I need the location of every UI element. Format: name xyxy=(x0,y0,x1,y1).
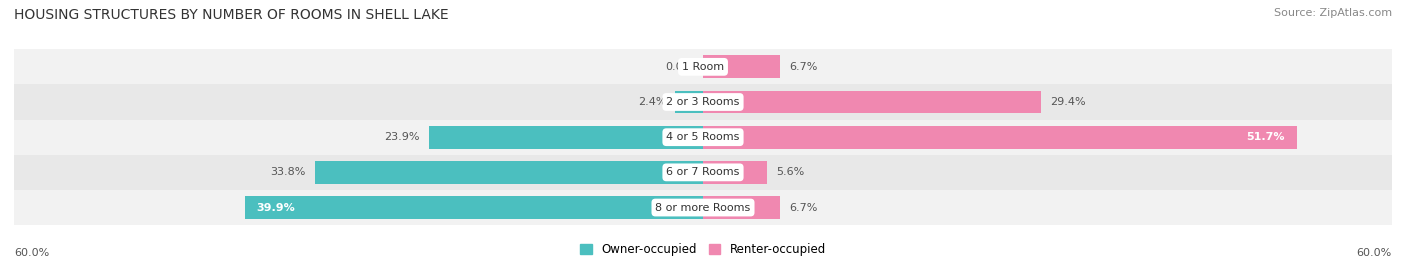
Text: HOUSING STRUCTURES BY NUMBER OF ROOMS IN SHELL LAKE: HOUSING STRUCTURES BY NUMBER OF ROOMS IN… xyxy=(14,8,449,22)
Legend: Owner-occupied, Renter-occupied: Owner-occupied, Renter-occupied xyxy=(575,238,831,260)
Bar xyxy=(703,91,1040,114)
Text: 8 or more Rooms: 8 or more Rooms xyxy=(655,203,751,213)
Text: 39.9%: 39.9% xyxy=(256,203,295,213)
Text: 51.7%: 51.7% xyxy=(1247,132,1285,142)
Text: 29.4%: 29.4% xyxy=(1050,97,1085,107)
Bar xyxy=(245,196,703,219)
Text: 1 Room: 1 Room xyxy=(682,62,724,72)
Bar xyxy=(703,196,780,219)
Text: 60.0%: 60.0% xyxy=(14,248,49,258)
Bar xyxy=(14,49,1392,84)
Bar xyxy=(703,55,780,78)
Text: 23.9%: 23.9% xyxy=(384,132,419,142)
Text: 4 or 5 Rooms: 4 or 5 Rooms xyxy=(666,132,740,142)
Text: 60.0%: 60.0% xyxy=(1357,248,1392,258)
Text: 5.6%: 5.6% xyxy=(776,167,804,177)
Text: 6.7%: 6.7% xyxy=(789,62,817,72)
Bar xyxy=(703,161,768,184)
Bar xyxy=(315,161,703,184)
Text: 33.8%: 33.8% xyxy=(270,167,305,177)
Bar xyxy=(429,126,703,148)
Bar xyxy=(14,120,1392,155)
Text: Source: ZipAtlas.com: Source: ZipAtlas.com xyxy=(1274,8,1392,18)
Bar xyxy=(14,190,1392,225)
Bar xyxy=(14,84,1392,120)
Bar xyxy=(14,155,1392,190)
Text: 2 or 3 Rooms: 2 or 3 Rooms xyxy=(666,97,740,107)
Bar xyxy=(703,126,1296,148)
Bar xyxy=(675,91,703,114)
Text: 6.7%: 6.7% xyxy=(789,203,817,213)
Text: 6 or 7 Rooms: 6 or 7 Rooms xyxy=(666,167,740,177)
Text: 0.0%: 0.0% xyxy=(665,62,693,72)
Text: 2.4%: 2.4% xyxy=(638,97,666,107)
